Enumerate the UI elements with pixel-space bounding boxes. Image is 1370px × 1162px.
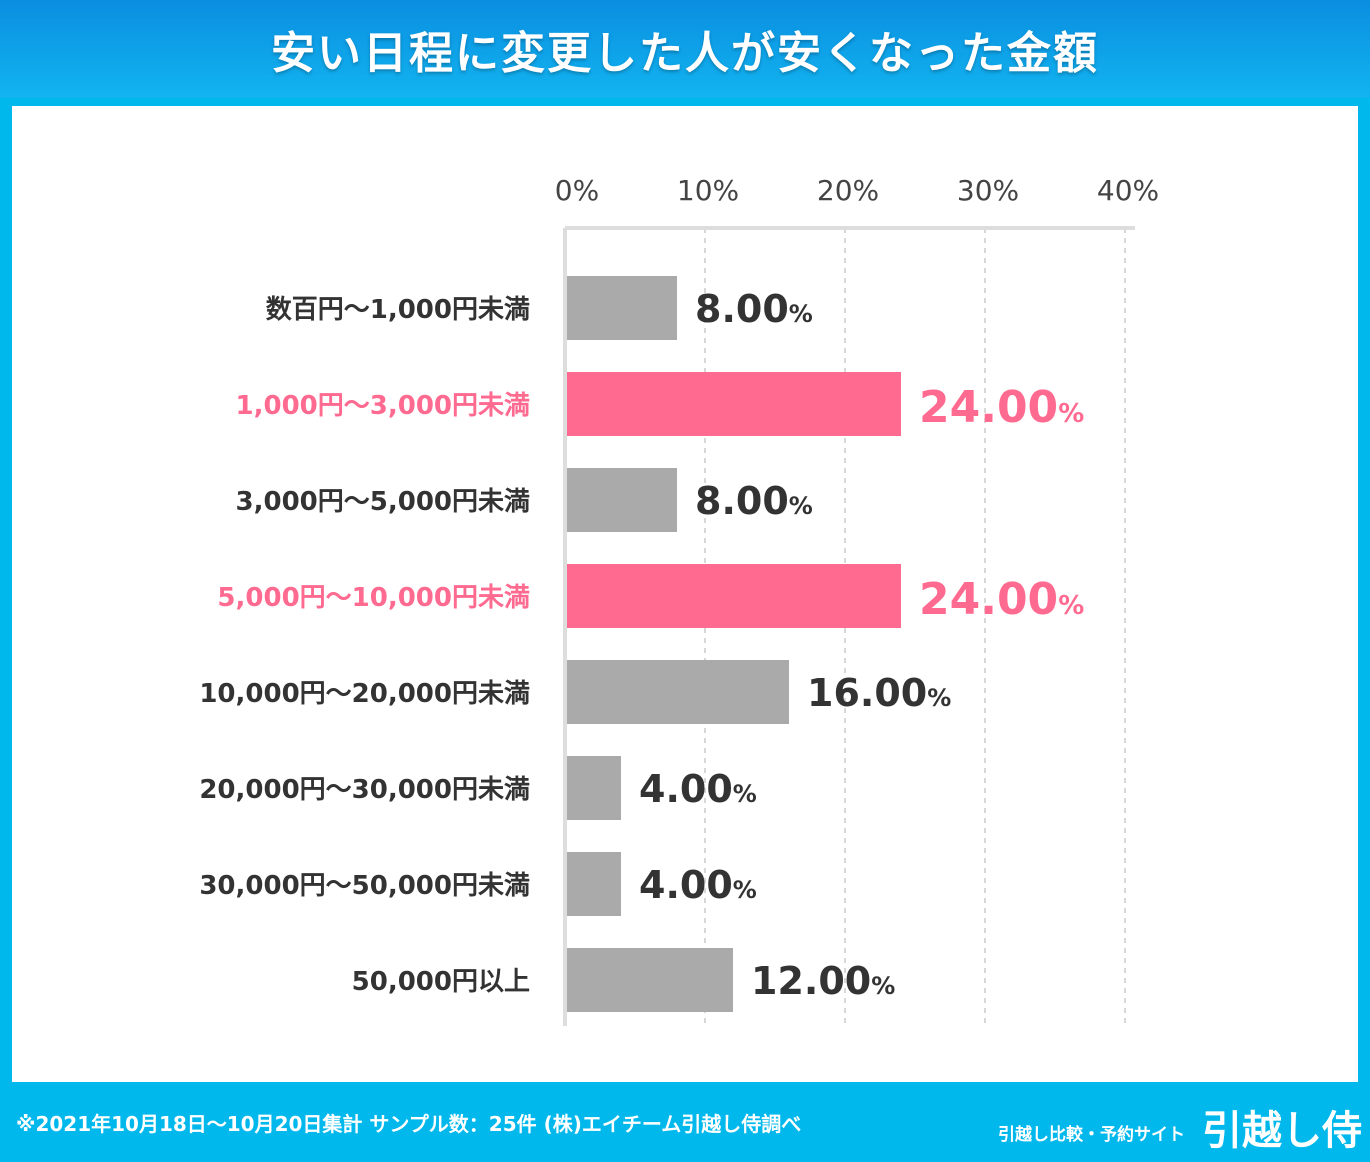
bar xyxy=(567,276,677,340)
bar xyxy=(567,372,901,436)
x-tick-label: 0% xyxy=(555,174,599,207)
survey-note: ※2021年10月18日〜10月20日集計 サンプル数：25件 (株)エイチーム… xyxy=(16,1112,802,1136)
category-label: 3,000円〜5,000円未満 xyxy=(236,487,530,517)
brand-tagline: 引越し比較・予約サイト xyxy=(998,1125,1185,1145)
value-label: 12.00% xyxy=(751,959,895,1003)
bar-chart: 0% 10% 20% 30% 40% 数百円〜1,000円未満 8.00% 1,000円〜3,… xyxy=(199,174,1159,1026)
bar xyxy=(567,660,789,724)
category-label: 10,000円〜20,000円未満 xyxy=(199,679,530,709)
value-label: 24.00% xyxy=(919,574,1084,625)
value-label: 24.00% xyxy=(919,382,1084,433)
value-label: 8.00% xyxy=(695,479,813,523)
value-label: 16.00% xyxy=(807,671,951,715)
chart-panel: 0% 10% 20% 30% 40% 数百円〜1,000円未満 8.00% 1,000円〜3,… xyxy=(12,106,1358,1082)
bar xyxy=(567,852,621,916)
x-tick-label: 20% xyxy=(817,174,879,207)
value-label: 4.00% xyxy=(639,767,757,811)
brand-logo: 引越し侍 xyxy=(1202,1108,1362,1154)
chart-title: 安い日程に変更した人が安くなった金額 xyxy=(271,28,1099,79)
bar xyxy=(567,564,901,628)
x-tick-label: 30% xyxy=(957,174,1019,207)
bar xyxy=(567,756,621,820)
category-label: 50,000円以上 xyxy=(352,967,530,997)
bar xyxy=(567,468,677,532)
header-banner: 安い日程に変更した人が安くなった金額 xyxy=(0,0,1370,98)
category-label: 20,000円〜30,000円未満 xyxy=(199,775,530,805)
value-label: 4.00% xyxy=(639,863,757,907)
bar xyxy=(567,948,733,1012)
x-tick-label: 10% xyxy=(677,174,739,207)
x-tick-label: 40% xyxy=(1097,174,1159,207)
category-label: 1,000円〜3,000円未満 xyxy=(236,391,530,421)
value-label: 8.00% xyxy=(695,287,813,331)
category-label: 30,000円〜50,000円未満 xyxy=(199,871,530,901)
category-label: 5,000円〜10,000円未満 xyxy=(217,583,530,613)
category-label: 数百円〜1,000円未満 xyxy=(266,295,530,325)
